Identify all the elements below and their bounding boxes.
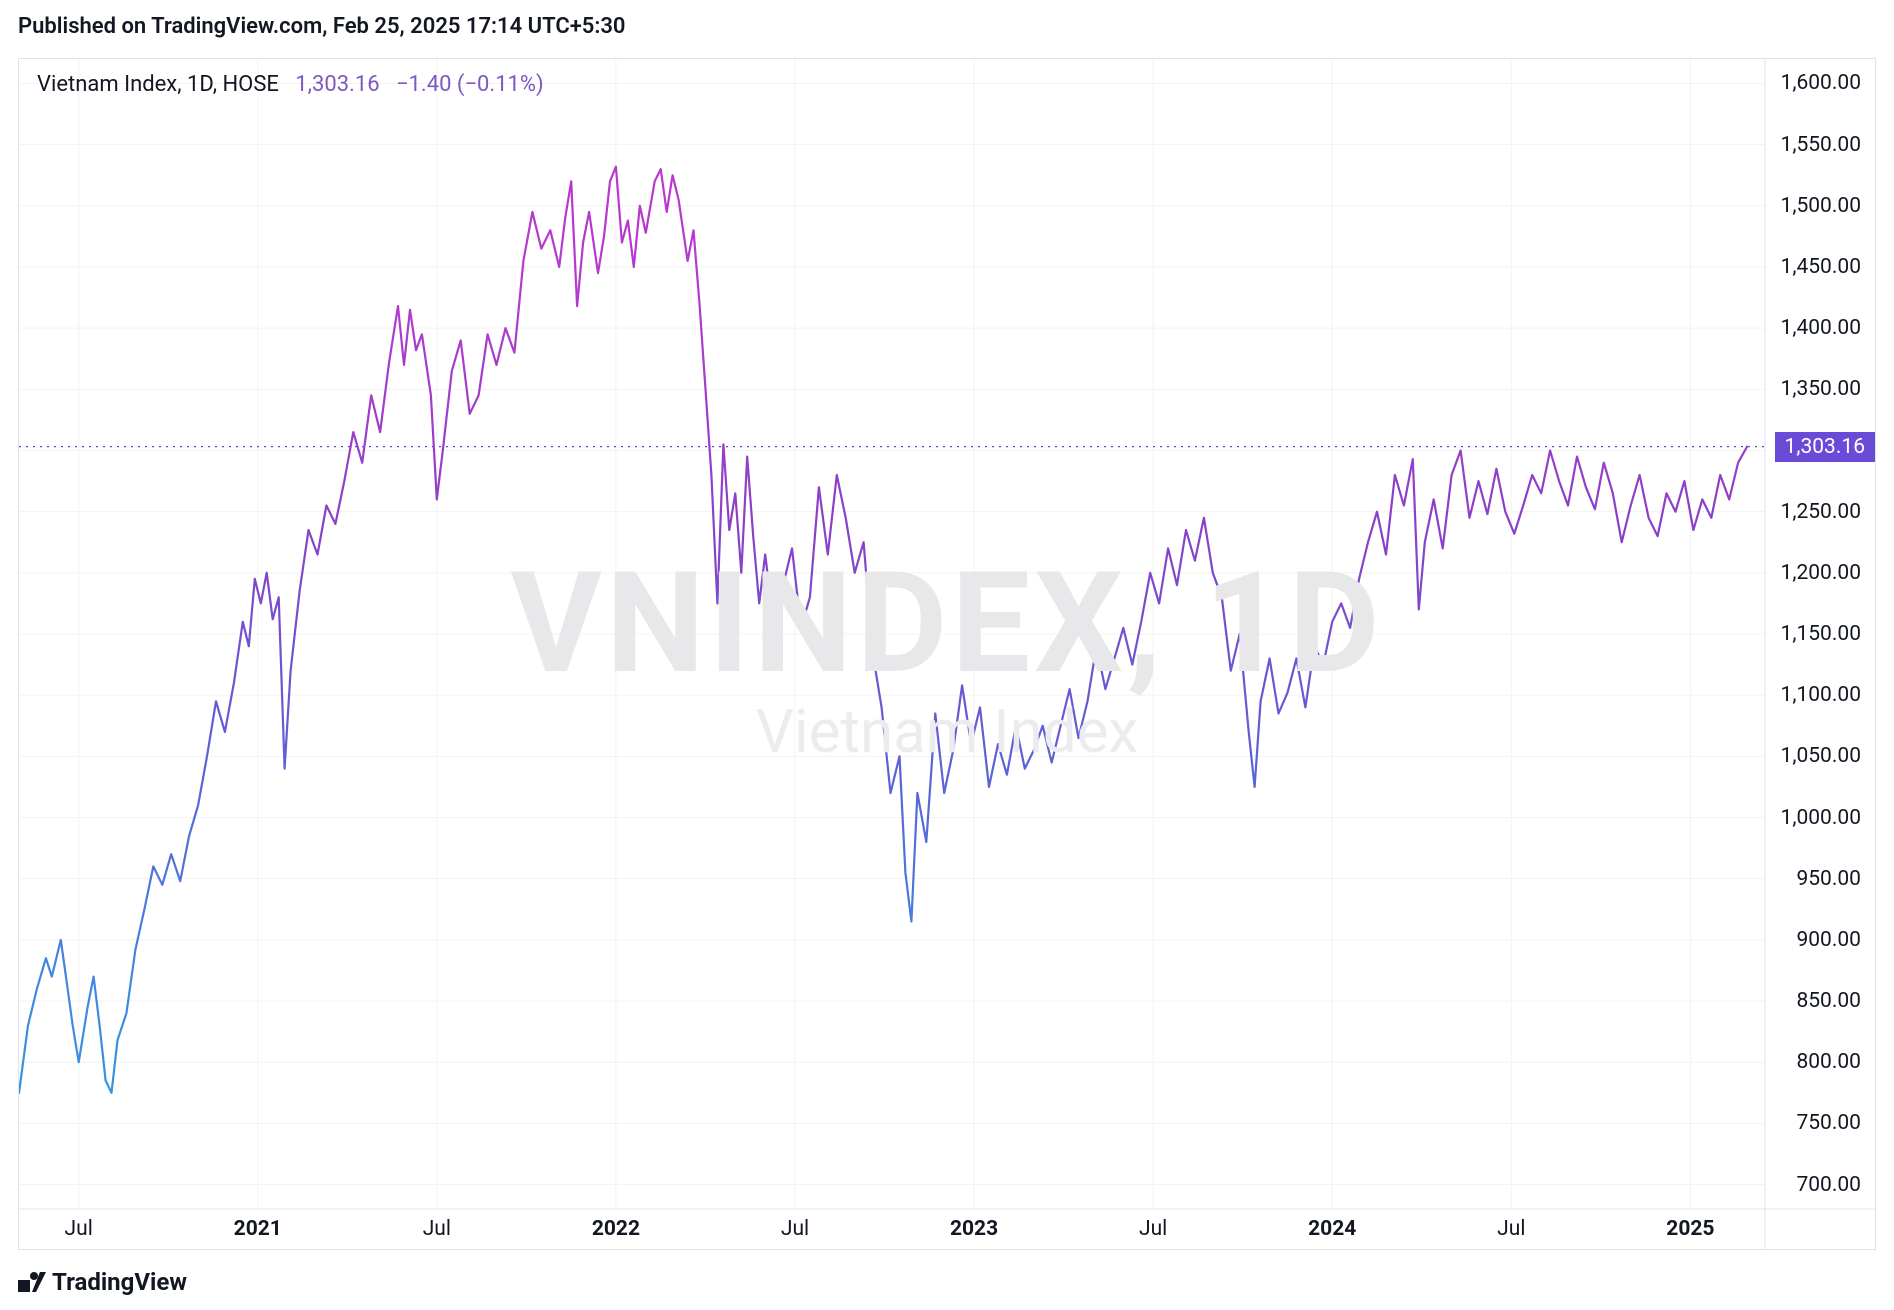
time-axis[interactable]: Jul 2021 Jul 2022 Jul 2023 Jul 2024 Jul 2025 <box>19 1209 1765 1249</box>
y-axis: 700.00 750.00 800.00 850.00 900.00 950.00 1,00… <box>1765 59 1875 1249</box>
y-tick-label: 900.00 <box>1796 928 1861 952</box>
x-tick-label: 2023 <box>950 1217 998 1241</box>
x-tick-label: Jul <box>1139 1217 1167 1241</box>
x-tick-label: Jul <box>423 1217 451 1241</box>
x-tick-label: 2024 <box>1308 1217 1356 1241</box>
y-tick-label: 1,500.00 <box>1781 194 1861 218</box>
legend-name: Vietnam Index, 1D, HOSE <box>37 72 279 97</box>
y-tick-label: 1,000.00 <box>1781 806 1861 830</box>
legend-change: −1.40 <box>396 72 451 97</box>
y-tick-label: 1,550.00 <box>1781 133 1861 157</box>
y-tick-label: 800.00 <box>1796 1050 1861 1074</box>
y-tick-label: 750.00 <box>1796 1111 1861 1135</box>
legend-price: 1,303.16 <box>295 72 379 97</box>
x-tick-label: Jul <box>65 1217 93 1241</box>
y-tick-label: 1,050.00 <box>1781 744 1861 768</box>
y-tick-label: 1,450.00 <box>1781 255 1861 279</box>
y-tick-label: 850.00 <box>1796 989 1861 1013</box>
last-price-tag: 1,303.16 <box>1775 432 1875 462</box>
y-tick-label: 700.00 <box>1796 1173 1861 1197</box>
chart-area[interactable]: Vietnam Index, 1D, HOSE 1,303.16 −1.40 (… <box>18 58 1876 1250</box>
y-tick-label: 1,400.00 <box>1781 316 1861 340</box>
brand-name: TradingView <box>52 1268 187 1296</box>
x-tick-label: 2021 <box>234 1217 282 1241</box>
x-tick-label: 2025 <box>1666 1217 1714 1241</box>
publish-text: Published on TradingView.com, Feb 25, 20… <box>18 14 626 39</box>
legend-change-pct: (−0.11%) <box>457 72 544 97</box>
brand-footer: TradingView <box>18 1268 187 1296</box>
x-tick-label: Jul <box>1497 1217 1525 1241</box>
x-tick-label: Jul <box>781 1217 809 1241</box>
y-tick-label: 1,200.00 <box>1781 561 1861 585</box>
y-tick-label: 950.00 <box>1796 867 1861 891</box>
y-tick-label: 1,350.00 <box>1781 377 1861 401</box>
chart-legend: Vietnam Index, 1D, HOSE 1,303.16 −1.40 (… <box>37 72 544 97</box>
y-tick-label: 1,250.00 <box>1781 500 1861 524</box>
y-tick-label: 1,150.00 <box>1781 622 1861 646</box>
y-tick-label: 1,100.00 <box>1781 683 1861 707</box>
tradingview-logo-icon <box>18 1272 46 1292</box>
y-tick-label: 1,600.00 <box>1781 71 1861 95</box>
price-chart[interactable] <box>19 59 1875 1249</box>
publish-header: Published on TradingView.com, Feb 25, 20… <box>18 14 626 39</box>
x-tick-label: 2022 <box>592 1217 640 1241</box>
